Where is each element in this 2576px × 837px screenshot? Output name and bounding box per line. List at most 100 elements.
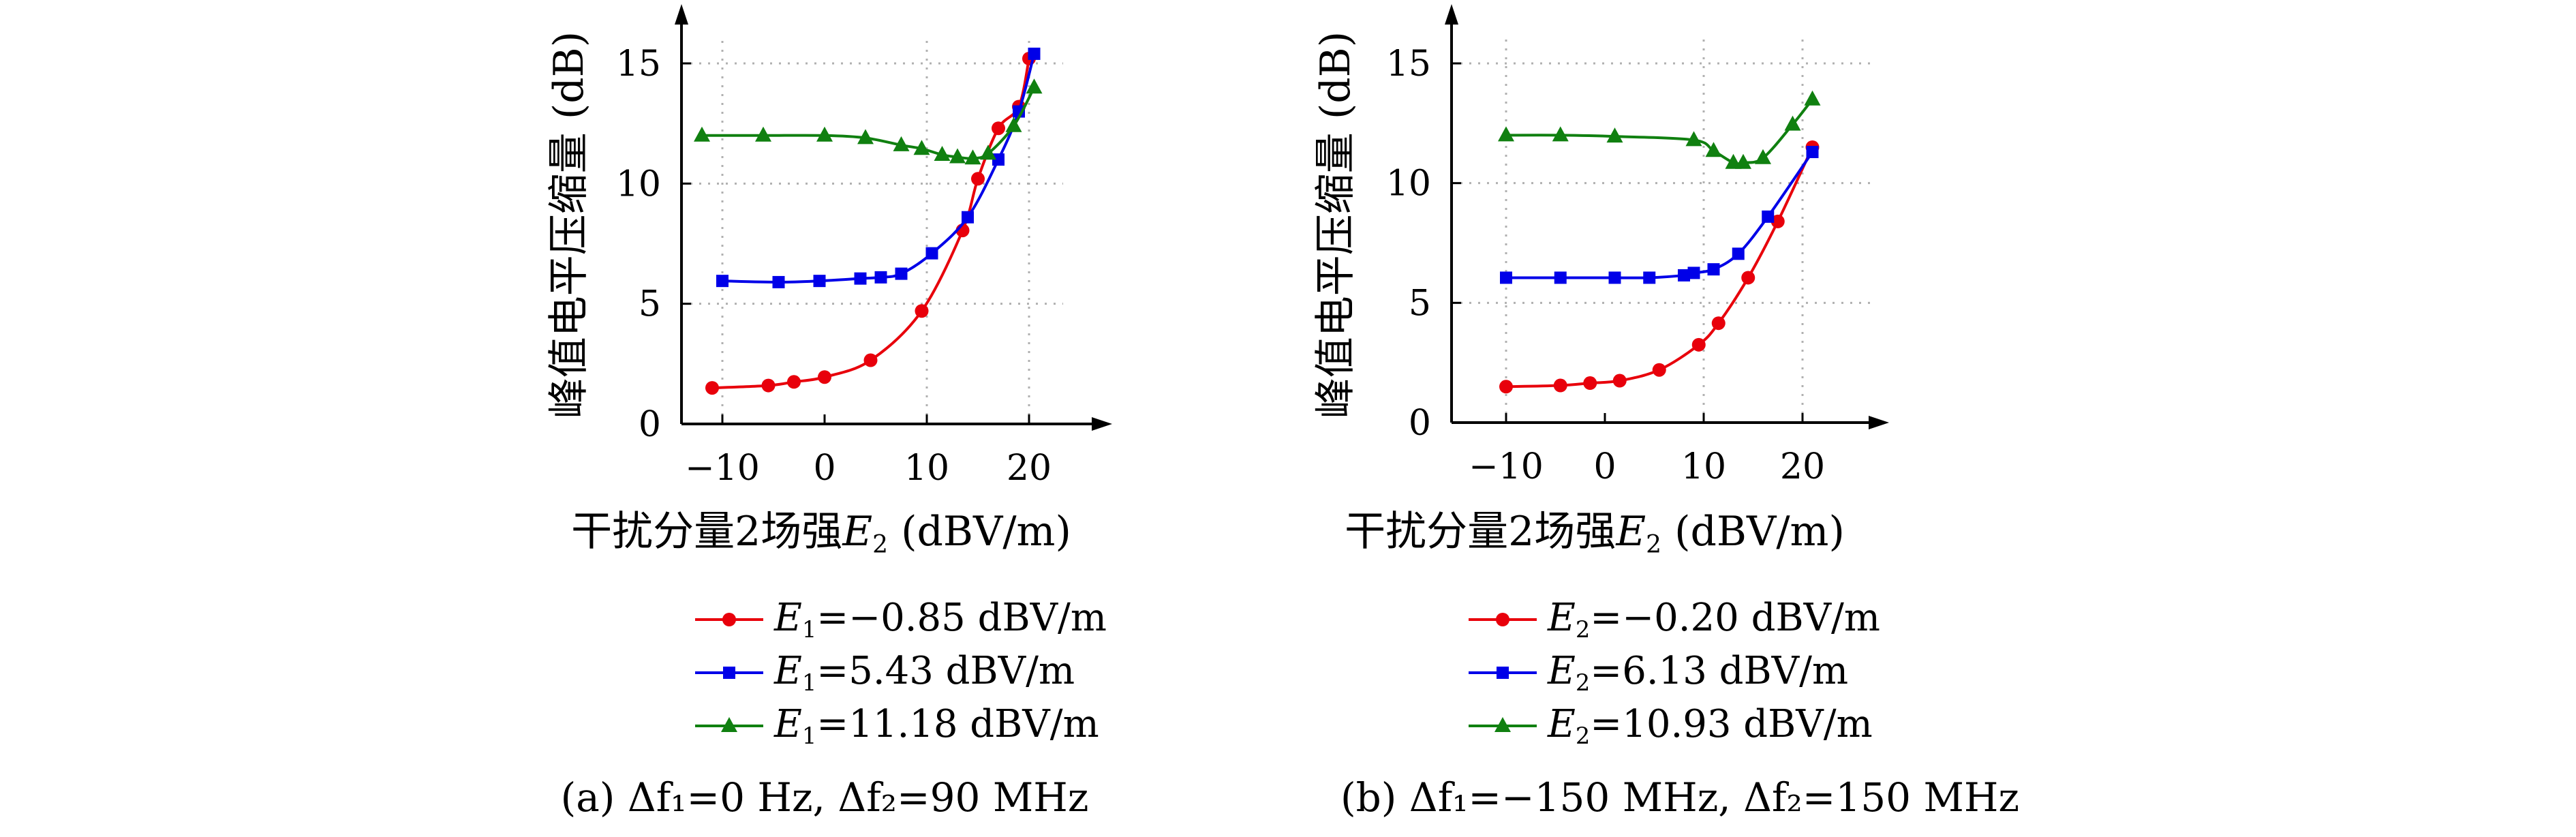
x-tick-label: −10 — [1469, 446, 1544, 487]
series-line — [711, 58, 1030, 390]
data-point — [964, 149, 981, 165]
x-tick-label: 10 — [1681, 446, 1726, 487]
data-point — [915, 304, 929, 318]
data-point — [1652, 363, 1666, 377]
data-point — [1687, 267, 1700, 279]
data-point — [895, 267, 908, 280]
data-point — [1705, 142, 1722, 157]
data-point — [1741, 271, 1755, 285]
data-point — [816, 126, 833, 142]
data-point — [813, 275, 826, 288]
data-point — [1028, 47, 1041, 60]
legend-label: E2=6.13 dBV/m — [1547, 649, 1848, 696]
data-point — [1553, 378, 1567, 393]
data-point — [1770, 214, 1785, 228]
legend-marker — [722, 613, 736, 626]
legend-entry: E2=6.13 dBV/m — [1469, 649, 1848, 696]
data-point — [716, 275, 729, 288]
legend-entry: E1=−0.85 dBV/m — [695, 596, 1107, 643]
data-point — [854, 272, 867, 285]
data-point — [949, 148, 966, 164]
data-point — [787, 375, 801, 389]
legend-marker — [1496, 613, 1509, 626]
x-tick-label: 10 — [904, 448, 949, 489]
legend-label: E2=−0.20 dBV/m — [1547, 596, 1880, 643]
data-point — [755, 126, 771, 142]
x-tick-label: 20 — [1007, 448, 1052, 489]
data-point — [913, 140, 930, 155]
x-tick-label: 0 — [813, 448, 835, 489]
y-tick-label: 5 — [639, 284, 661, 325]
legend-marker — [1497, 667, 1509, 679]
data-point — [1732, 247, 1745, 260]
legend-entry: E1=5.43 dBV/m — [695, 649, 1075, 696]
legend-entry: E2=10.93 dBV/m — [1469, 702, 1873, 749]
chart-panel-b: −10 0 10 20 0 5 10 15 峰值电平压缩量 (dB) 干扰分量2场强E2 (dBV… — [1312, 4, 2019, 821]
legend-marker — [723, 667, 735, 679]
x-tick-label: −10 — [685, 448, 760, 489]
data-point — [1498, 126, 1514, 142]
legend-label: E1=−0.85 dBV/m — [773, 596, 1107, 643]
series-3 — [694, 78, 1043, 165]
data-point — [863, 353, 878, 367]
y-tick-label: 15 — [616, 44, 661, 85]
series-line — [701, 87, 1036, 160]
series-line — [722, 53, 1036, 284]
data-point — [1806, 145, 1819, 158]
y-axis-label: 峰值电平压缩量 (dB) — [1312, 31, 1360, 418]
x-axis-label: 干扰分量2场强E2 (dBV/m) — [1345, 508, 1845, 559]
data-point — [1691, 337, 1706, 352]
y-axis-arrow — [1445, 4, 1458, 25]
data-point — [1711, 316, 1726, 331]
data-point — [1612, 374, 1627, 388]
y-axis-arrow — [675, 4, 688, 25]
data-point — [934, 146, 951, 162]
data-point — [1499, 380, 1513, 394]
grid — [681, 34, 1063, 424]
y-tick-label: 5 — [1409, 283, 1431, 324]
data-point — [1026, 78, 1043, 94]
panel-caption: (b) Δf₁=−150 MHz, Δf₂=150 MHz — [1340, 774, 2019, 821]
y-tick-label: 0 — [639, 404, 661, 445]
legend-label: E2=10.93 dBV/m — [1547, 702, 1873, 749]
data-point — [1685, 131, 1702, 147]
data-point — [772, 275, 785, 288]
series-1 — [705, 51, 1036, 395]
data-point — [971, 172, 985, 186]
data-point — [992, 121, 1005, 136]
data-point — [705, 381, 719, 395]
data-point — [761, 378, 776, 393]
data-point — [874, 271, 887, 284]
legend-marker — [1494, 717, 1511, 732]
series-3 — [1498, 90, 1821, 169]
data-point — [1608, 271, 1621, 284]
series-2 — [1500, 145, 1819, 284]
data-point — [980, 144, 996, 160]
data-point — [893, 136, 910, 151]
data-point — [1583, 376, 1597, 391]
series-line — [1505, 147, 1814, 389]
y-tick-label: 15 — [1386, 44, 1431, 85]
x-tick-label: 0 — [1593, 446, 1616, 487]
data-point — [857, 129, 874, 144]
legend-label: E1=11.18 dBV/m — [773, 702, 1099, 749]
data-point — [962, 211, 974, 224]
data-point — [694, 126, 710, 142]
data-point — [1804, 90, 1821, 106]
data-point — [1606, 127, 1623, 143]
data-point — [1762, 210, 1775, 223]
legend-marker — [721, 717, 737, 732]
data-point — [925, 247, 938, 260]
data-point — [1735, 153, 1751, 169]
data-point — [992, 153, 1005, 166]
x-axis-arrow — [1092, 417, 1112, 431]
series-2 — [716, 47, 1041, 288]
y-tick-label: 10 — [1386, 164, 1431, 204]
legend-label: E1=5.43 dBV/m — [773, 649, 1075, 696]
series-line — [1505, 98, 1814, 166]
y-tick-label: 10 — [616, 164, 661, 204]
data-point — [1678, 269, 1690, 281]
data-point — [1755, 149, 1771, 164]
y-axis-label: 峰值电平压缩量 (dB) — [545, 31, 593, 418]
